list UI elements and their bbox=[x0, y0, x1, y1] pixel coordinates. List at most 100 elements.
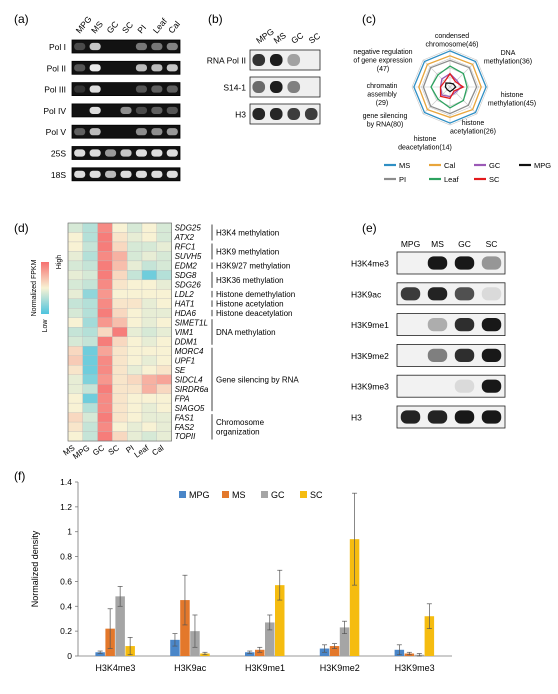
error-bar-mpg-h3k4me3 bbox=[97, 650, 103, 654]
y-tick-label-0-2: 0.2 bbox=[60, 626, 72, 636]
bar-mpg-h3k9me1 bbox=[245, 652, 255, 656]
blot-strip-18s bbox=[71, 167, 181, 182]
heat-cell-sirdr6a-sc bbox=[112, 384, 128, 394]
error-bar-mpg-h3k9me2 bbox=[322, 644, 328, 653]
strip-frame bbox=[396, 251, 506, 275]
band-pol-iv-ms bbox=[89, 106, 101, 114]
legend-label-ms: MS bbox=[232, 490, 246, 500]
group-label-histone-acetylation: Histone acetylation bbox=[216, 300, 284, 309]
band-pol-iv-sc bbox=[120, 106, 132, 114]
bar-legend-ms: MS bbox=[222, 490, 246, 500]
radar-series-leaf bbox=[430, 65, 468, 109]
heat-cell-fas1-sc bbox=[112, 412, 128, 423]
heat-cell-sirdr6a-mpg bbox=[82, 384, 98, 394]
heat-cell-sdg26-leaf bbox=[141, 279, 157, 290]
heat-cell-hda6-pi bbox=[127, 308, 143, 318]
y-axis-label: Normalized density bbox=[30, 530, 40, 607]
radar-axis-label-7-2: (47) bbox=[377, 66, 389, 73]
row-label-pol-i: Pol I bbox=[49, 42, 66, 52]
legend-label-mpg: MPG bbox=[189, 490, 210, 500]
band-h3k9me1-sc bbox=[481, 318, 502, 332]
heat-cell-sdg8-cal bbox=[156, 270, 172, 281]
heat-cell-se-ms bbox=[67, 365, 83, 375]
gene-label-upf1: UPF1 bbox=[175, 356, 195, 365]
legend-label-gc: GC bbox=[489, 161, 501, 170]
error-bar-mpg-h3k9ac bbox=[172, 633, 178, 647]
group-label-gene-silencing-by-rna: Gene silencing by RNA bbox=[216, 375, 299, 384]
error-bar-gc-h3k9ac bbox=[192, 614, 198, 648]
heat-cell-sdg8-sc bbox=[112, 270, 128, 281]
error-bar-sc-h3k4me3 bbox=[127, 637, 133, 656]
heat-cell-edm2-leaf bbox=[141, 260, 157, 271]
heat-cell-rfc1-pi bbox=[127, 241, 143, 252]
blot-strip-h3k9me2 bbox=[396, 343, 506, 367]
heat-cell-siago5-cal bbox=[156, 402, 172, 413]
heat-cell-hat1-sc bbox=[112, 298, 128, 309]
error-bar-ms-h3k9me3 bbox=[406, 651, 412, 656]
bar-gc-h3k9me1 bbox=[265, 622, 275, 656]
heat-cell-topii-ms bbox=[67, 431, 83, 442]
gene-label-ldl2: LDL2 bbox=[175, 290, 195, 299]
heat-cell-ldl2-mpg bbox=[82, 289, 98, 299]
band-25s-cal bbox=[166, 149, 178, 157]
row-label-18s: 18S bbox=[51, 170, 66, 180]
band-h3k4me3-gc bbox=[454, 256, 475, 270]
column-label-gc: GC bbox=[104, 19, 120, 35]
band-pol-ii-ms bbox=[89, 64, 101, 72]
radar-legend-leaf: Leaf bbox=[429, 175, 460, 184]
heat-column-leaf: Leaf bbox=[133, 443, 152, 460]
gene-label-suvh5: SUVH5 bbox=[175, 252, 202, 261]
heat-cell-topii-gc bbox=[97, 431, 113, 442]
band-h3-sc bbox=[481, 410, 502, 424]
heat-cell-ddm1-pi bbox=[127, 336, 143, 347]
band-pol-v-leaf bbox=[151, 128, 163, 136]
row-label-25s: 25S bbox=[51, 149, 66, 159]
gene-label-fas2: FAS2 bbox=[175, 423, 195, 432]
bar-legend-gc: GC bbox=[261, 490, 285, 500]
heat-cell-simet1l-sc bbox=[112, 317, 128, 328]
row-label-h3k9me1: H3K9me1 bbox=[351, 320, 389, 330]
heat-cell-morc4-sc bbox=[112, 346, 128, 356]
gene-label-sdg26: SDG26 bbox=[175, 281, 202, 290]
heat-cell-rfc1-leaf bbox=[141, 241, 157, 252]
heat-cell-sirdr6a-pi bbox=[127, 384, 143, 394]
heat-cell-ddm1-leaf bbox=[141, 336, 157, 347]
row-label-h3k9ac: H3K9ac bbox=[351, 289, 382, 299]
bar-sc-h3k9me1 bbox=[275, 585, 285, 656]
radar-legend-cal: Cal bbox=[429, 161, 456, 170]
strip-frame bbox=[396, 282, 506, 306]
gene-label-hat1: HAT1 bbox=[175, 300, 195, 309]
band-h3-ms bbox=[269, 108, 283, 120]
heat-cell-vim1-mpg bbox=[82, 327, 98, 337]
heat-cell-atx2-mpg bbox=[82, 232, 98, 243]
band-18s-sc bbox=[120, 170, 132, 178]
blot-strip-pol-v bbox=[71, 124, 181, 139]
bar-ms-h3k9me1 bbox=[255, 649, 265, 656]
heat-cell-fas2-ms bbox=[67, 421, 83, 432]
heat-cell-morc4-mpg bbox=[82, 346, 98, 356]
heat-cell-fas2-gc bbox=[97, 421, 113, 432]
column-label-ms: MS bbox=[431, 239, 444, 249]
heat-cell-edm2-ms bbox=[67, 260, 83, 271]
column-label-gc: GC bbox=[458, 239, 471, 249]
strip-frame bbox=[396, 343, 506, 367]
legend-label-sc: SC bbox=[489, 175, 500, 184]
gene-label-sdg8: SDG8 bbox=[175, 271, 197, 280]
column-label-leaf: Leaf bbox=[151, 16, 170, 36]
bar-legend-mpg: MPG bbox=[179, 490, 210, 500]
row-label-pol-iv: Pol IV bbox=[43, 106, 66, 116]
panel-d-heatmap: SDG25ATX2RFC1SUVH5EDM2SDG8SDG26LDL2HAT1H… bbox=[31, 222, 299, 461]
error-bar-gc-h3k4me3 bbox=[117, 586, 123, 607]
band-h3k9ac-mpg bbox=[400, 287, 421, 301]
heat-cell-fas1-ms bbox=[67, 412, 83, 423]
strip-frame bbox=[71, 124, 181, 139]
heat-cell-sdg26-pi bbox=[127, 279, 143, 290]
band-h3k9me1-ms bbox=[427, 318, 448, 332]
heat-cell-morc4-pi bbox=[127, 346, 143, 356]
radar-axis-label-5-0: gene silencing bbox=[363, 113, 408, 120]
heatmap-frame bbox=[67, 222, 172, 442]
x-tick-label-h3k9me2: H3K9me2 bbox=[320, 663, 360, 673]
band-h3k9me1-gc bbox=[454, 318, 475, 332]
heat-cell-sidcl4-sc bbox=[112, 374, 128, 385]
error-bar-mpg-h3k9me3 bbox=[396, 644, 402, 656]
